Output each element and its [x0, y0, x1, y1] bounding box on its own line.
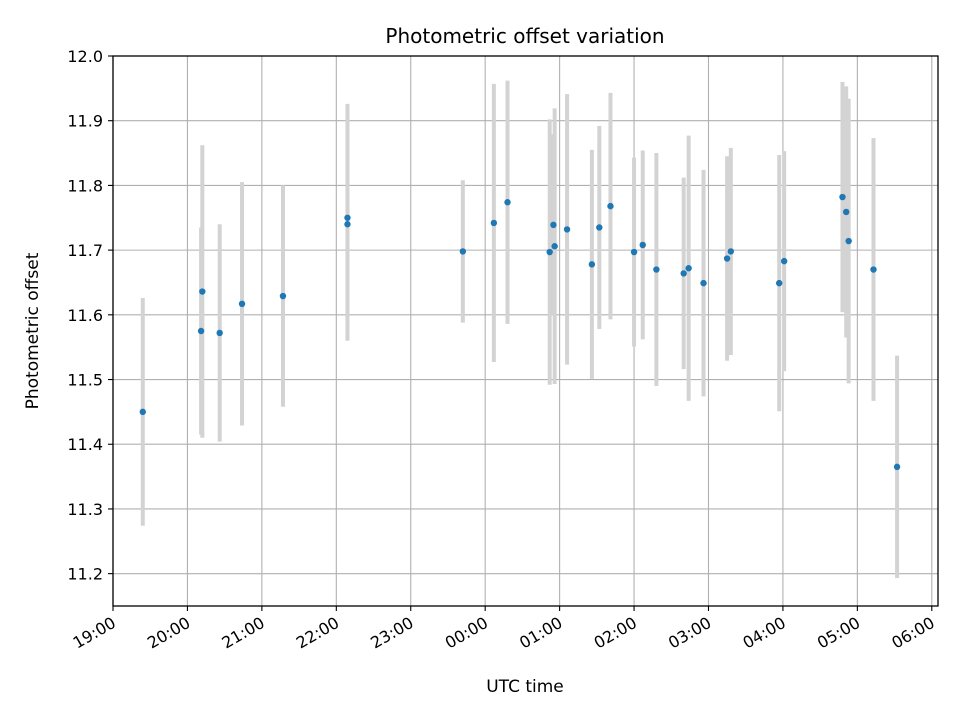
data-point: [607, 202, 614, 210]
y-tick-label: 11.4: [67, 435, 103, 454]
data-point: [680, 270, 687, 277]
data-point: [653, 266, 660, 273]
data-point: [197, 327, 205, 335]
data-point: [139, 408, 146, 416]
data-point: [504, 199, 511, 206]
data-point: [723, 255, 731, 262]
chart-title: Photometric offset variation: [385, 24, 664, 48]
y-tick-label: 11.2: [67, 565, 103, 584]
y-tick-label: 11.5: [67, 371, 103, 390]
x-tick-label: 01:00: [516, 613, 565, 653]
data-point: [842, 208, 850, 216]
data-point: [845, 237, 852, 245]
y-tick-label: 11.9: [67, 112, 103, 131]
data-point: [776, 279, 783, 287]
x-tick-label: 21:00: [218, 613, 267, 653]
x-tick-label: 03:00: [665, 613, 714, 653]
y-tick-label: 11.6: [67, 306, 103, 325]
ticks: 19:00 20:00 21:00 22:00 23:00 00:00 01:00 02:00…: [67, 47, 937, 653]
x-tick-label: 20:00: [144, 613, 193, 653]
data-point: [550, 221, 557, 229]
x-tick-label: 00:00: [442, 613, 491, 653]
data-point: [546, 248, 553, 256]
y-tick-label: 11.3: [67, 500, 103, 519]
data-point: [893, 463, 901, 471]
grid: [112, 55, 938, 606]
error-bars: [140, 80, 900, 579]
data-point: [279, 292, 287, 300]
x-tick-label: 05:00: [814, 613, 863, 653]
x-tick-label: 22:00: [293, 613, 342, 653]
x-tick-label: 19:00: [70, 613, 119, 653]
data-point: [588, 261, 596, 268]
data-point: [780, 257, 788, 265]
data-point: [870, 266, 877, 273]
data-point: [839, 193, 846, 201]
x-tick-label: 06:00: [888, 613, 937, 653]
data-point: [490, 219, 498, 227]
data-point: [344, 214, 351, 221]
data-point: [700, 279, 707, 287]
data-point: [344, 221, 351, 228]
x-tick-label: 02:00: [591, 613, 640, 653]
plot-frame: [112, 55, 939, 607]
data-point: [630, 248, 638, 256]
y-axis-label: Photometric offset: [23, 252, 43, 409]
y-tick-label: 11.7: [67, 241, 103, 260]
data-point: [551, 243, 558, 250]
data-point: [459, 248, 467, 255]
y-tick-label: 12.0: [67, 47, 103, 66]
data-point: [727, 248, 735, 255]
data-point: [596, 224, 603, 231]
data-point: [238, 300, 246, 308]
data-point: [639, 241, 646, 249]
y-tick-label: 11.8: [67, 176, 103, 195]
data-points: [139, 193, 901, 471]
x-tick-label: 23:00: [367, 613, 416, 653]
x-axis-label: UTC time: [486, 677, 564, 697]
data-point: [563, 226, 571, 233]
x-tick-label: 04:00: [739, 613, 788, 653]
data-point: [216, 329, 223, 337]
data-point: [199, 288, 206, 295]
data-point: [685, 265, 692, 272]
